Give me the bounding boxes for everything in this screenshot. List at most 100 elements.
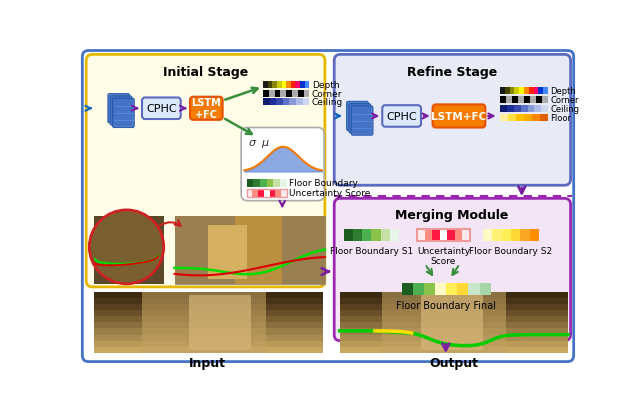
- Bar: [94, 292, 323, 353]
- Bar: [340, 335, 568, 341]
- Bar: [492, 229, 502, 242]
- Bar: [340, 304, 568, 310]
- Bar: [371, 229, 381, 242]
- Bar: [381, 229, 390, 242]
- FancyBboxPatch shape: [113, 99, 134, 128]
- FancyBboxPatch shape: [382, 106, 421, 128]
- Circle shape: [90, 210, 164, 284]
- Bar: [500, 97, 506, 103]
- Bar: [353, 229, 362, 242]
- Bar: [246, 190, 287, 197]
- Bar: [303, 90, 309, 97]
- Bar: [340, 341, 568, 347]
- Bar: [446, 283, 458, 296]
- Bar: [462, 229, 470, 242]
- Bar: [94, 298, 323, 304]
- Text: Floor Boundary S2: Floor Boundary S2: [469, 247, 552, 256]
- Bar: [300, 82, 305, 89]
- Bar: [269, 190, 275, 197]
- Text: LSTM
+FC: LSTM +FC: [191, 98, 221, 120]
- FancyBboxPatch shape: [241, 128, 324, 201]
- Bar: [94, 335, 323, 341]
- Text: Depth: Depth: [312, 81, 339, 90]
- Bar: [94, 323, 323, 329]
- Bar: [524, 88, 529, 94]
- Bar: [208, 226, 246, 279]
- Bar: [500, 106, 507, 113]
- Bar: [530, 97, 536, 103]
- Text: CPHC: CPHC: [387, 112, 417, 121]
- Text: Uncertainty Score: Uncertainty Score: [289, 189, 371, 198]
- Bar: [505, 88, 509, 94]
- Bar: [94, 317, 323, 323]
- Bar: [94, 310, 323, 317]
- Bar: [536, 97, 542, 103]
- Bar: [94, 304, 323, 310]
- Bar: [189, 295, 250, 350]
- Bar: [540, 115, 548, 122]
- Bar: [382, 292, 506, 353]
- Bar: [280, 180, 287, 187]
- Bar: [500, 115, 508, 122]
- Bar: [390, 229, 399, 242]
- Bar: [269, 99, 276, 106]
- Text: Output: Output: [429, 356, 478, 369]
- Text: Floor Boundary Final: Floor Boundary Final: [396, 300, 496, 310]
- Bar: [538, 88, 543, 94]
- Bar: [468, 283, 479, 296]
- FancyBboxPatch shape: [347, 102, 368, 131]
- Bar: [340, 292, 568, 298]
- Bar: [94, 292, 323, 298]
- Bar: [511, 229, 520, 242]
- Bar: [142, 292, 266, 353]
- Text: Corner: Corner: [550, 96, 579, 105]
- Bar: [305, 82, 309, 89]
- Bar: [303, 99, 309, 106]
- Bar: [94, 341, 323, 347]
- Bar: [543, 88, 548, 94]
- Bar: [413, 283, 424, 296]
- Text: Uncertainty
Score: Uncertainty Score: [417, 247, 470, 266]
- Bar: [455, 229, 462, 242]
- Bar: [512, 97, 518, 103]
- Bar: [421, 295, 483, 350]
- Bar: [340, 317, 568, 323]
- Bar: [292, 90, 298, 97]
- Bar: [529, 229, 539, 242]
- Bar: [260, 180, 267, 187]
- Bar: [435, 283, 446, 296]
- Bar: [507, 106, 514, 113]
- Bar: [417, 229, 425, 242]
- Text: Ceiling: Ceiling: [312, 98, 343, 107]
- Bar: [276, 99, 283, 106]
- Bar: [275, 190, 281, 197]
- Bar: [515, 88, 519, 94]
- Bar: [402, 283, 413, 296]
- FancyBboxPatch shape: [351, 107, 373, 136]
- Bar: [264, 190, 269, 197]
- FancyBboxPatch shape: [349, 104, 371, 134]
- Bar: [281, 190, 287, 197]
- Bar: [532, 115, 540, 122]
- Bar: [506, 97, 512, 103]
- Text: Floor Boundary S1: Floor Boundary S1: [330, 247, 413, 256]
- FancyBboxPatch shape: [110, 97, 132, 126]
- FancyBboxPatch shape: [334, 199, 571, 341]
- Bar: [263, 82, 268, 89]
- Bar: [175, 216, 325, 284]
- Bar: [520, 229, 529, 242]
- Bar: [524, 97, 530, 103]
- Bar: [246, 190, 252, 197]
- Bar: [509, 88, 515, 94]
- Bar: [340, 323, 568, 329]
- Bar: [542, 97, 548, 103]
- Bar: [417, 229, 470, 242]
- Bar: [479, 283, 491, 296]
- Bar: [502, 229, 511, 242]
- Bar: [283, 99, 289, 106]
- Bar: [516, 115, 524, 122]
- Bar: [291, 82, 296, 89]
- Bar: [514, 106, 521, 113]
- Bar: [424, 283, 435, 296]
- Bar: [534, 106, 541, 113]
